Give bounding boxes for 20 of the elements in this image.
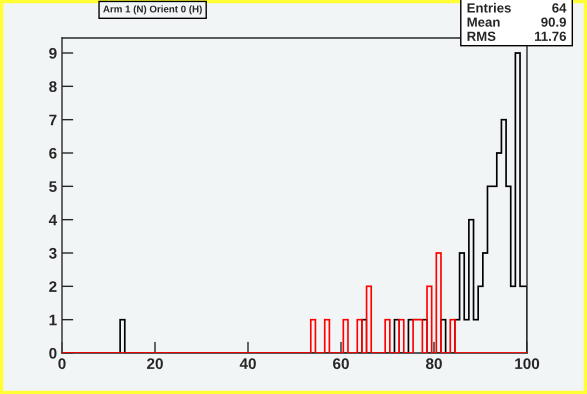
x-tick-label: 60 bbox=[333, 358, 349, 370]
y-tick-label: 0 bbox=[49, 348, 57, 359]
y-tick-label: 6 bbox=[49, 148, 57, 159]
y-tick-label: 9 bbox=[49, 48, 57, 59]
y-tick-label: 1 bbox=[50, 314, 57, 326]
text: RMS 11.76 bbox=[468, 32, 566, 41]
x-tick-label: 40 bbox=[240, 358, 256, 370]
chart-title: Arm 1 (N) Orient 0 (H) bbox=[103, 5, 202, 14]
x-tick-label: 0 bbox=[58, 358, 66, 370]
y-tick-label: 4 bbox=[48, 214, 58, 226]
x-tick-label: 80 bbox=[426, 358, 442, 370]
text: Mean 90.9 bbox=[468, 17, 566, 27]
x-tick-label: 100 bbox=[515, 358, 540, 370]
y-tick-label: 5 bbox=[49, 181, 57, 192]
text: Entries 64 bbox=[468, 2, 566, 13]
y-tick-label: 3 bbox=[48, 248, 57, 259]
y-tick-label: 2 bbox=[49, 281, 57, 292]
y-tick-label: 8 bbox=[49, 81, 57, 92]
y-tick-label: 7 bbox=[49, 114, 56, 126]
x-tick-label: 20 bbox=[147, 358, 163, 370]
